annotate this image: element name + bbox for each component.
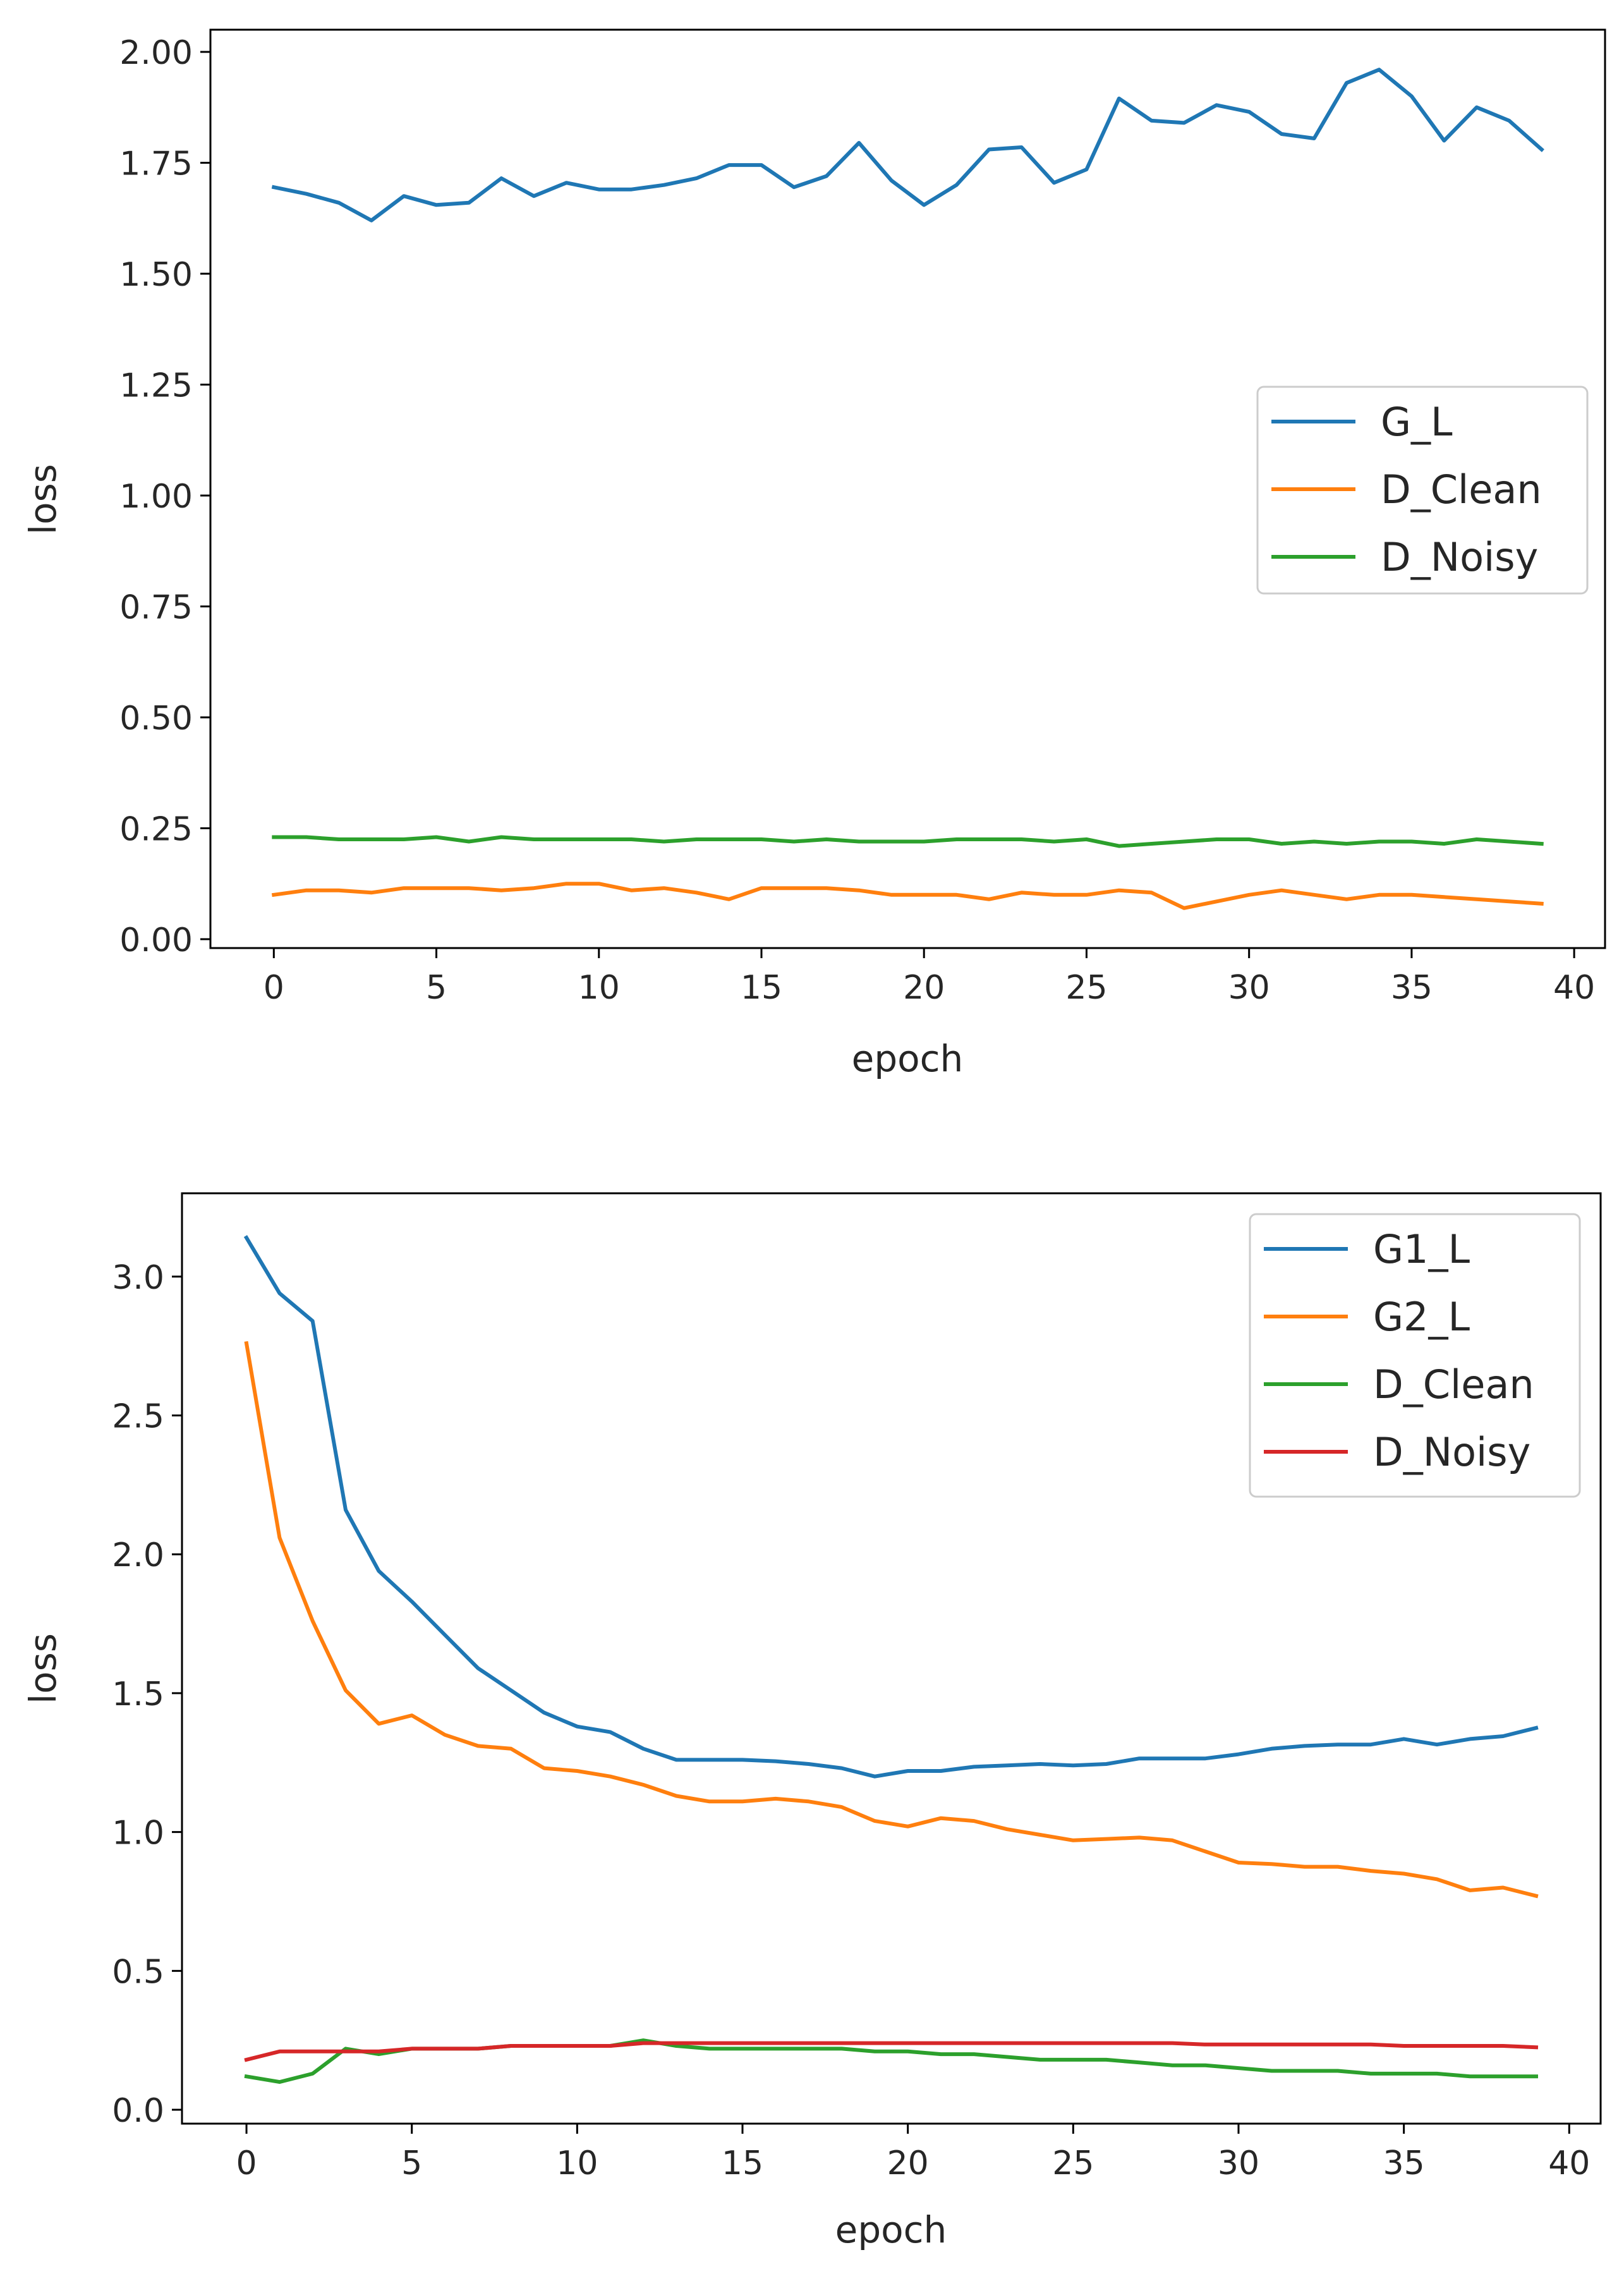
- x-tick-label: 20: [887, 2144, 929, 2182]
- y-tick-label: 2.0: [112, 1536, 164, 1574]
- x-tick-label: 40: [1553, 969, 1595, 1007]
- x-tick-label: 35: [1383, 2144, 1425, 2182]
- y-tick-label: 1.0: [112, 1815, 164, 1852]
- y-tick-label: 1.25: [119, 367, 193, 405]
- plot-frame: [181, 1192, 1602, 2125]
- series-line-d-noisy: [272, 835, 1544, 848]
- x-tick-label: 30: [1228, 969, 1270, 1007]
- x-tick-label: 35: [1391, 969, 1433, 1007]
- y-axis-label: loss: [21, 1633, 64, 1704]
- y-tick-label: 3.0: [112, 1259, 164, 1297]
- x-tick-label: 0: [236, 2144, 257, 2182]
- x-tick-label: 15: [722, 2144, 763, 2182]
- y-tick-label: 2.00: [119, 34, 193, 72]
- y-tick-label: 1.00: [119, 478, 193, 516]
- legend-label: G1_L: [1373, 1226, 1470, 1272]
- y-tick-label: 1.50: [119, 256, 193, 294]
- y-tick-label: 1.75: [119, 145, 193, 183]
- series-line-g2-l: [244, 1341, 1539, 1899]
- x-tick-label: 10: [556, 2144, 598, 2182]
- series-line-d-clean: [271, 882, 1544, 910]
- series-line-g-l: [271, 68, 1544, 222]
- x-tick-label: 25: [1052, 2144, 1094, 2182]
- y-tick-label: 0.00: [119, 922, 193, 959]
- x-tick-label: 30: [1218, 2144, 1259, 2182]
- x-tick-label: 40: [1548, 2144, 1590, 2182]
- series-line-g1-l: [243, 1235, 1539, 1779]
- x-tick-label: 5: [426, 969, 447, 1007]
- series-layer: [243, 1235, 1539, 2084]
- legend-label: D_Clean: [1373, 1361, 1534, 1408]
- legend-label: D_Noisy: [1373, 1429, 1530, 1475]
- x-axis-ticks: 0 5 10 15 20 25 30 35 40: [236, 2124, 1590, 2182]
- y-tick-label: 0.75: [119, 589, 193, 627]
- x-tick-label: 10: [578, 969, 620, 1007]
- legend: G_L D_Clean D_Noisy: [1256, 386, 1589, 595]
- legend-label: G2_L: [1373, 1294, 1470, 1340]
- legend: G1_L G2_L D_Clean D_Noisy: [1249, 1213, 1581, 1498]
- y-axis-label: loss: [21, 464, 64, 535]
- x-axis-label: epoch: [835, 2208, 947, 2251]
- series-line-d-noisy: [244, 2041, 1539, 2062]
- legend-label: D_Noisy: [1381, 534, 1538, 580]
- x-tick-label: 5: [401, 2144, 422, 2182]
- y-tick-label: 1.5: [112, 1676, 164, 1713]
- x-axis-label: epoch: [852, 1037, 964, 1080]
- x-tick-label: 20: [903, 969, 945, 1007]
- y-axis-ticks: 0.0 0.5 1.0 1.5 2.0 2.5 3.0: [112, 1259, 182, 2130]
- x-tick-label: 15: [741, 969, 782, 1007]
- legend-label: D_Clean: [1381, 466, 1542, 513]
- legend-box: [1256, 386, 1589, 595]
- x-tick-label: 25: [1065, 969, 1107, 1007]
- y-tick-label: 2.5: [112, 1398, 164, 1436]
- y-axis-ticks: 0.00 0.25 0.50 0.75 1.00 1.25 1.50 1.75 2.00: [119, 34, 210, 959]
- plot-frame: [209, 28, 1606, 949]
- legend-box: [1249, 1213, 1581, 1498]
- x-axis-ticks: 0 5 10 15 20 25 30 35 40: [264, 948, 1595, 1007]
- loss-chart-top: 0 5 10 15 20 25 30 35 40 0.00 0.25 0.50 0.75 1.00 1.2…: [21, 28, 1606, 1080]
- y-tick-label: 0.50: [119, 700, 193, 738]
- y-tick-label: 0.5: [112, 1953, 164, 1991]
- loss-chart-bottom: 0 5 10 15 20 25 30 35 40 0.0 0.5 1.0 1.5 2.0 2.5 3.0 e…: [21, 1192, 1602, 2251]
- legend-label: G_L: [1381, 399, 1453, 445]
- series-layer: [271, 68, 1544, 910]
- y-tick-label: 0.25: [119, 810, 193, 848]
- y-tick-label: 0.0: [112, 2092, 164, 2130]
- x-tick-label: 0: [264, 969, 284, 1007]
